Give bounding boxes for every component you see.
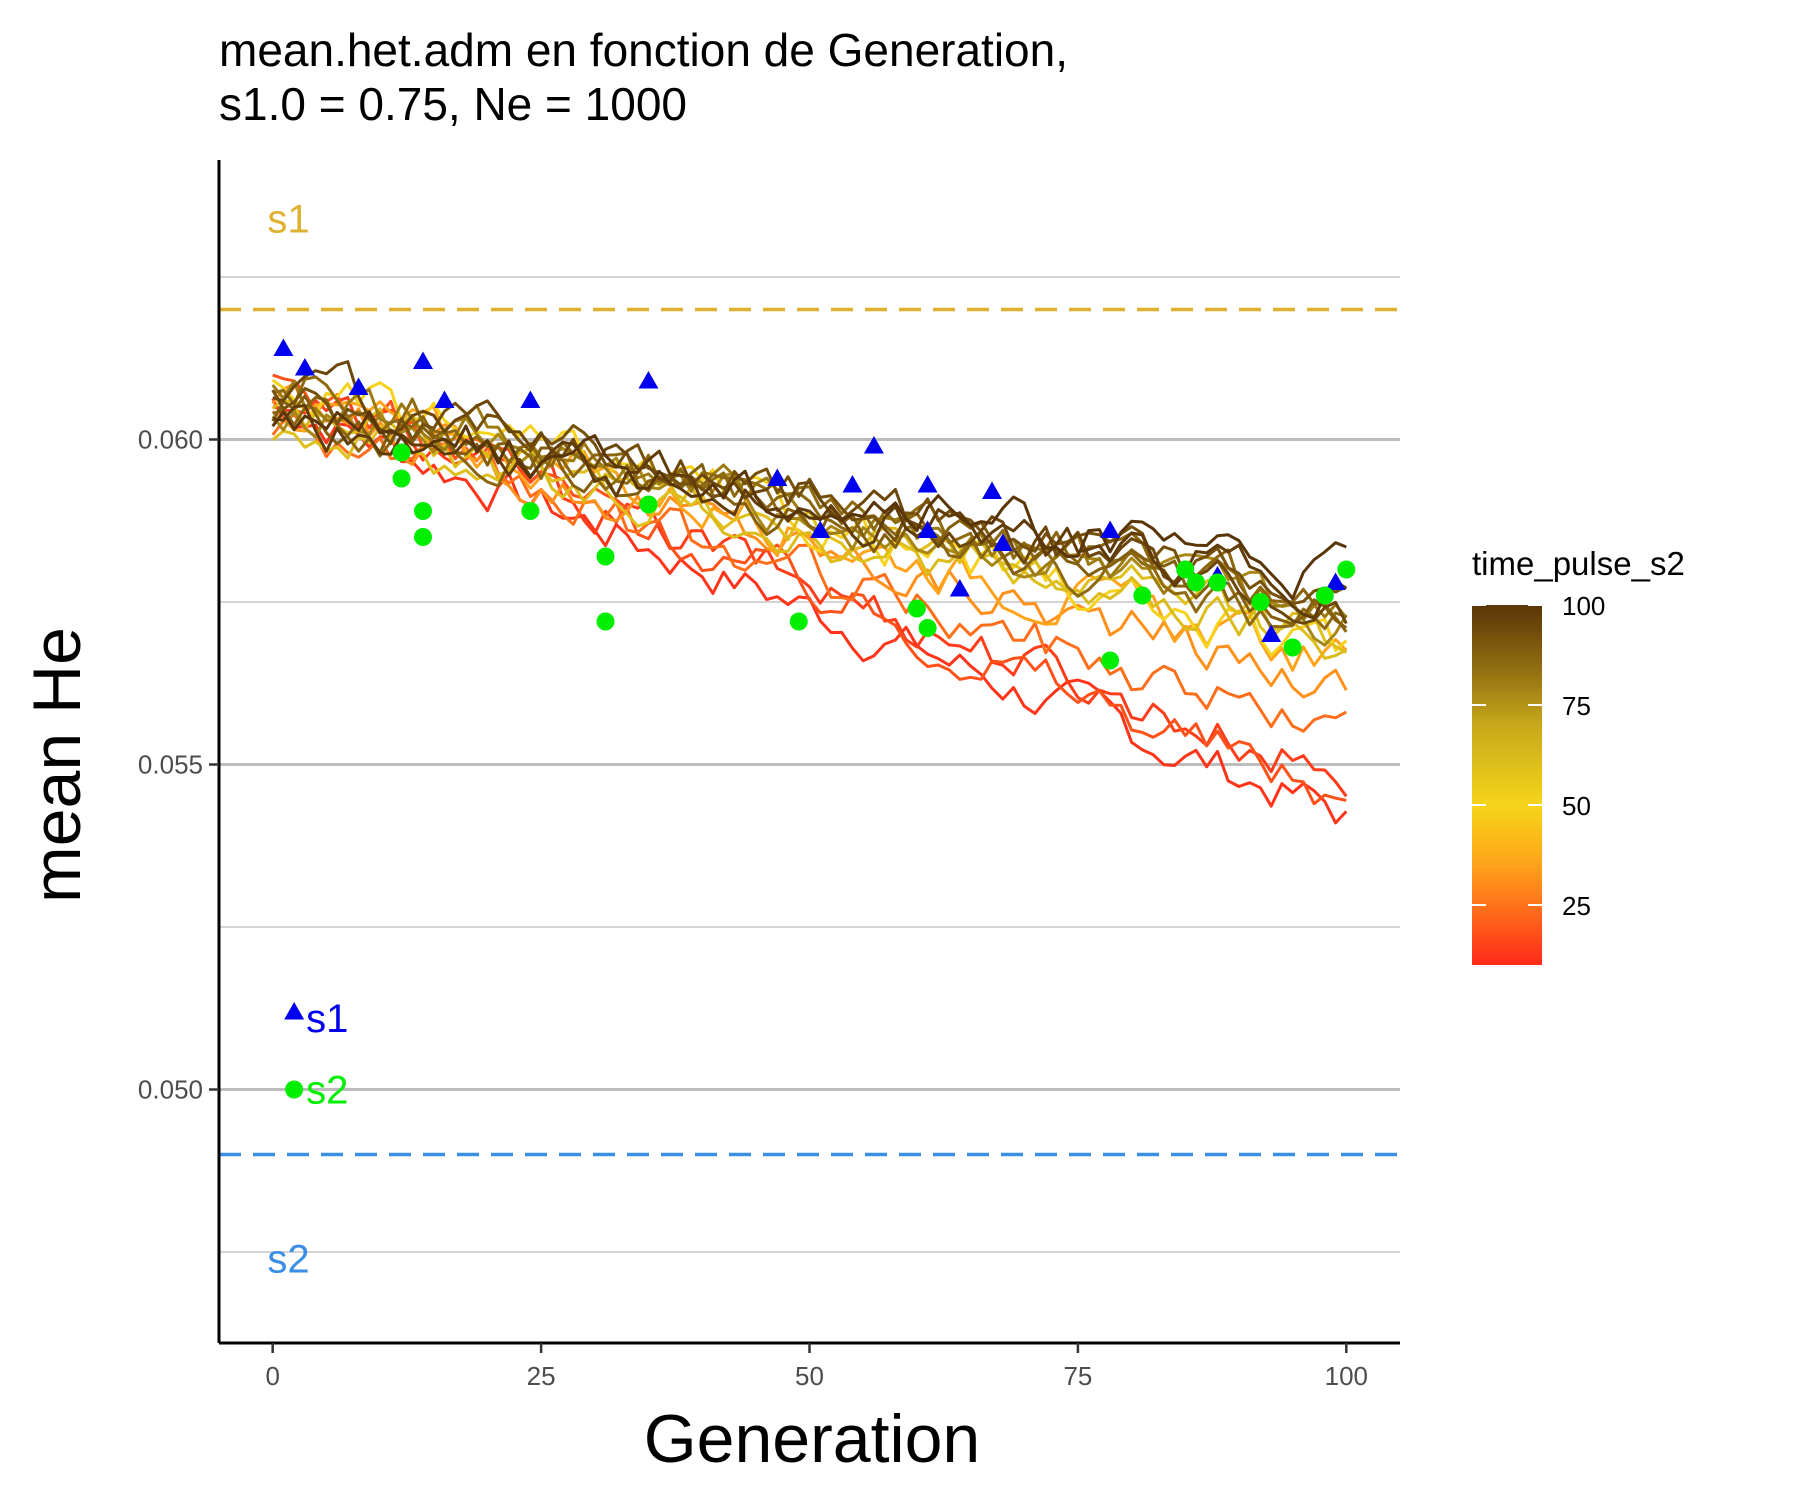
legend-tick-label: 50 xyxy=(1562,791,1591,821)
s1-point xyxy=(810,520,831,538)
s1-point xyxy=(982,481,1003,499)
s2-point xyxy=(1251,593,1270,611)
reference-lines: s1 s2 xyxy=(219,198,1400,1282)
s1-point xyxy=(1261,624,1282,642)
s1-point xyxy=(917,520,938,538)
s1-point xyxy=(348,377,369,395)
marker-key-s2-symbol xyxy=(285,1080,304,1099)
s1-point xyxy=(863,436,884,454)
marker-key-s1-label: s1 xyxy=(306,997,348,1041)
series-lines xyxy=(271,360,1348,825)
legend-tick-label: 25 xyxy=(1562,891,1591,921)
marker-points: s1 s2 xyxy=(273,338,1356,1113)
reference-label-s2: s2 xyxy=(267,1238,309,1282)
x-tick-label: 75 xyxy=(1063,1361,1092,1391)
legend-tick-label: 100 xyxy=(1562,591,1605,621)
series-line xyxy=(271,410,1347,601)
s2-point xyxy=(1283,638,1302,657)
s2-point xyxy=(918,619,937,637)
y-tick-label: 0.060 xyxy=(138,425,203,455)
chart-title-line2: s1.0 = 0.75, Ne = 1000 xyxy=(219,78,687,130)
x-tick-label: 25 xyxy=(527,1361,556,1391)
s2-point xyxy=(521,502,540,520)
legend-title: time_pulse_s2 xyxy=(1472,545,1685,582)
axes: 0 25 50 75 100 0.050 0.055 0.060 xyxy=(138,160,1400,1391)
s1-point xyxy=(917,475,938,493)
s2-point xyxy=(1315,586,1334,605)
legend-tick-label: 75 xyxy=(1562,691,1591,721)
chart-title-line1: mean.het.adm en fonction de Generation, xyxy=(219,24,1068,76)
s2-point xyxy=(789,612,808,631)
s2-point xyxy=(413,528,432,546)
s1-point xyxy=(412,351,433,369)
s2-point xyxy=(1208,573,1227,592)
reference-label-s1: s1 xyxy=(267,198,309,242)
marker-key-s2-label: s2 xyxy=(306,1069,348,1113)
s1-point xyxy=(638,371,659,389)
s2-point xyxy=(907,599,926,618)
y-tick-label: 0.050 xyxy=(138,1075,203,1105)
s2-point xyxy=(596,612,615,631)
s2-point xyxy=(639,495,658,514)
s1-point xyxy=(273,338,294,356)
s1-point xyxy=(767,468,788,486)
s2-point xyxy=(1337,560,1356,579)
s1-point xyxy=(949,579,970,597)
s2-point xyxy=(1133,586,1152,605)
s1-point xyxy=(1325,572,1346,590)
s2-point xyxy=(413,502,432,520)
s1-point xyxy=(842,475,863,493)
s1-point xyxy=(992,533,1013,551)
legend-colorbar xyxy=(1472,605,1542,965)
series-line xyxy=(271,400,1348,672)
s1-point xyxy=(520,390,541,408)
y-axis-title: mean He xyxy=(19,627,95,903)
s2-point xyxy=(392,469,411,488)
x-axis-title: Generation xyxy=(644,1401,980,1477)
s1-point xyxy=(294,358,315,376)
y-tick-label: 0.055 xyxy=(138,750,203,780)
s2-point xyxy=(1101,651,1120,670)
marker-key-s1-symbol xyxy=(284,1002,305,1020)
x-tick-label: 100 xyxy=(1325,1361,1368,1391)
s2-point xyxy=(1176,560,1195,579)
series-line xyxy=(272,404,1348,620)
series-line xyxy=(272,375,1347,631)
s1-point xyxy=(434,390,455,408)
s1-point xyxy=(1100,520,1121,538)
s2-point xyxy=(1187,573,1206,592)
series-line xyxy=(271,398,1348,660)
series-line xyxy=(271,397,1348,825)
color-legend: time_pulse_s2 25 50 75 100 xyxy=(1472,545,1685,965)
x-tick-label: 0 xyxy=(265,1361,279,1391)
s2-point xyxy=(392,443,411,462)
s2-point xyxy=(596,547,615,566)
x-tick-label: 50 xyxy=(795,1361,824,1391)
